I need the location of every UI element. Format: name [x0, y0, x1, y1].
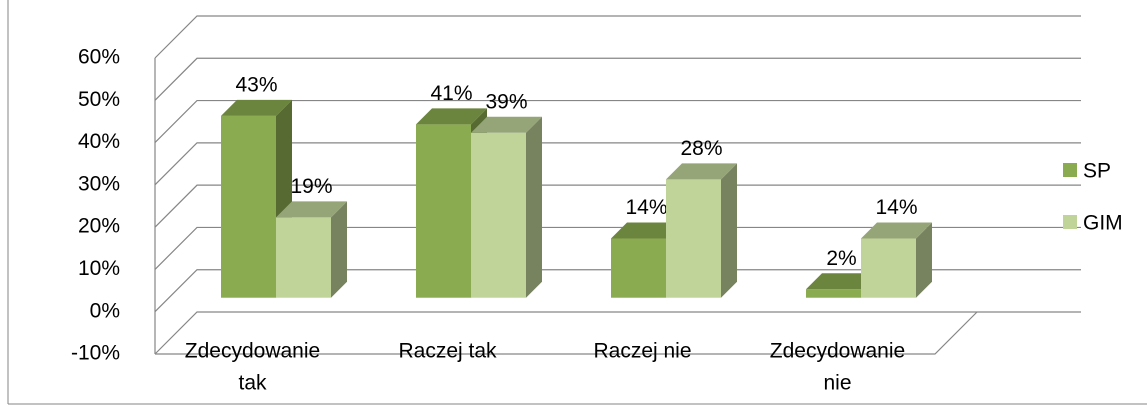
bar-top — [666, 163, 737, 180]
y-tick-label: -10% — [71, 342, 120, 365]
grid-line — [154, 142, 1081, 186]
bar-top — [861, 222, 932, 239]
bar-front — [666, 179, 721, 298]
data-label: 41% — [430, 82, 472, 105]
x-tick-label: Raczej tak — [398, 340, 497, 363]
grid-line — [154, 99, 1081, 143]
bar-side — [526, 116, 542, 298]
bar-side — [331, 201, 347, 298]
legend-swatch — [1063, 215, 1077, 229]
bar-front — [416, 124, 471, 298]
grid-line — [154, 15, 1081, 59]
legend-swatch — [1063, 163, 1077, 177]
bar-front — [861, 238, 916, 298]
y-tick-label: 20% — [78, 215, 120, 238]
bar-top — [471, 116, 542, 133]
y-tick-label: 40% — [78, 130, 120, 153]
bar — [276, 201, 347, 298]
y-tick-label: 0% — [90, 299, 120, 322]
grid-line — [154, 184, 1081, 228]
bar-front — [276, 217, 331, 298]
floor — [155, 311, 978, 355]
bar-front — [611, 238, 666, 298]
bar — [861, 222, 932, 298]
bar-top — [221, 99, 292, 116]
bar-side — [916, 222, 932, 298]
y-tick-label: 10% — [78, 257, 120, 280]
bar-top — [416, 108, 487, 125]
bar-front — [806, 289, 861, 298]
bar-top — [806, 273, 877, 290]
x-tick-label: Zdecydowanie — [185, 340, 320, 363]
grid-line — [154, 311, 1081, 355]
bar-side — [721, 163, 737, 298]
bar-front — [221, 115, 276, 298]
legend-label: SP — [1083, 160, 1111, 183]
data-label: 14% — [875, 196, 917, 219]
grid-line — [154, 226, 1081, 270]
x-tick-label: Zdecydowanie — [770, 340, 905, 363]
data-label: 2% — [826, 247, 856, 270]
data-label: 14% — [625, 196, 667, 219]
data-label: 28% — [680, 137, 722, 160]
x-tick-label: nie — [823, 372, 851, 395]
data-label: 19% — [290, 175, 332, 198]
grid-line — [154, 57, 1081, 101]
y-tick-label: 60% — [78, 46, 120, 69]
x-tick-label: tak — [238, 372, 267, 395]
bar-top — [611, 222, 682, 239]
grid-line — [154, 269, 1081, 313]
bar — [471, 116, 542, 298]
x-tick-label: Raczej nie — [593, 340, 691, 363]
y-tick-label: 50% — [78, 88, 120, 111]
data-label: 39% — [485, 90, 527, 113]
legend-label: GIM — [1083, 212, 1123, 235]
bar — [666, 163, 737, 298]
bar-top — [276, 201, 347, 218]
data-label: 43% — [235, 73, 277, 96]
y-tick-label: 30% — [78, 172, 120, 195]
bar-front — [471, 132, 526, 298]
